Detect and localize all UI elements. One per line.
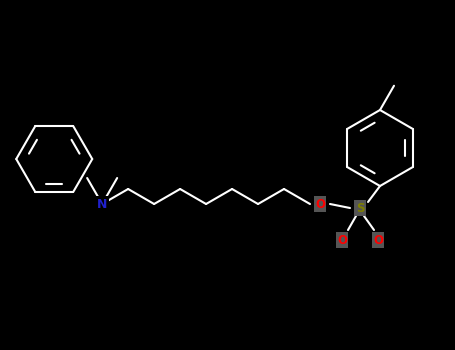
Text: O: O [315,197,325,210]
Text: N: N [97,197,107,210]
Text: O: O [337,233,347,246]
Text: O: O [373,233,383,246]
Text: S: S [356,202,364,215]
